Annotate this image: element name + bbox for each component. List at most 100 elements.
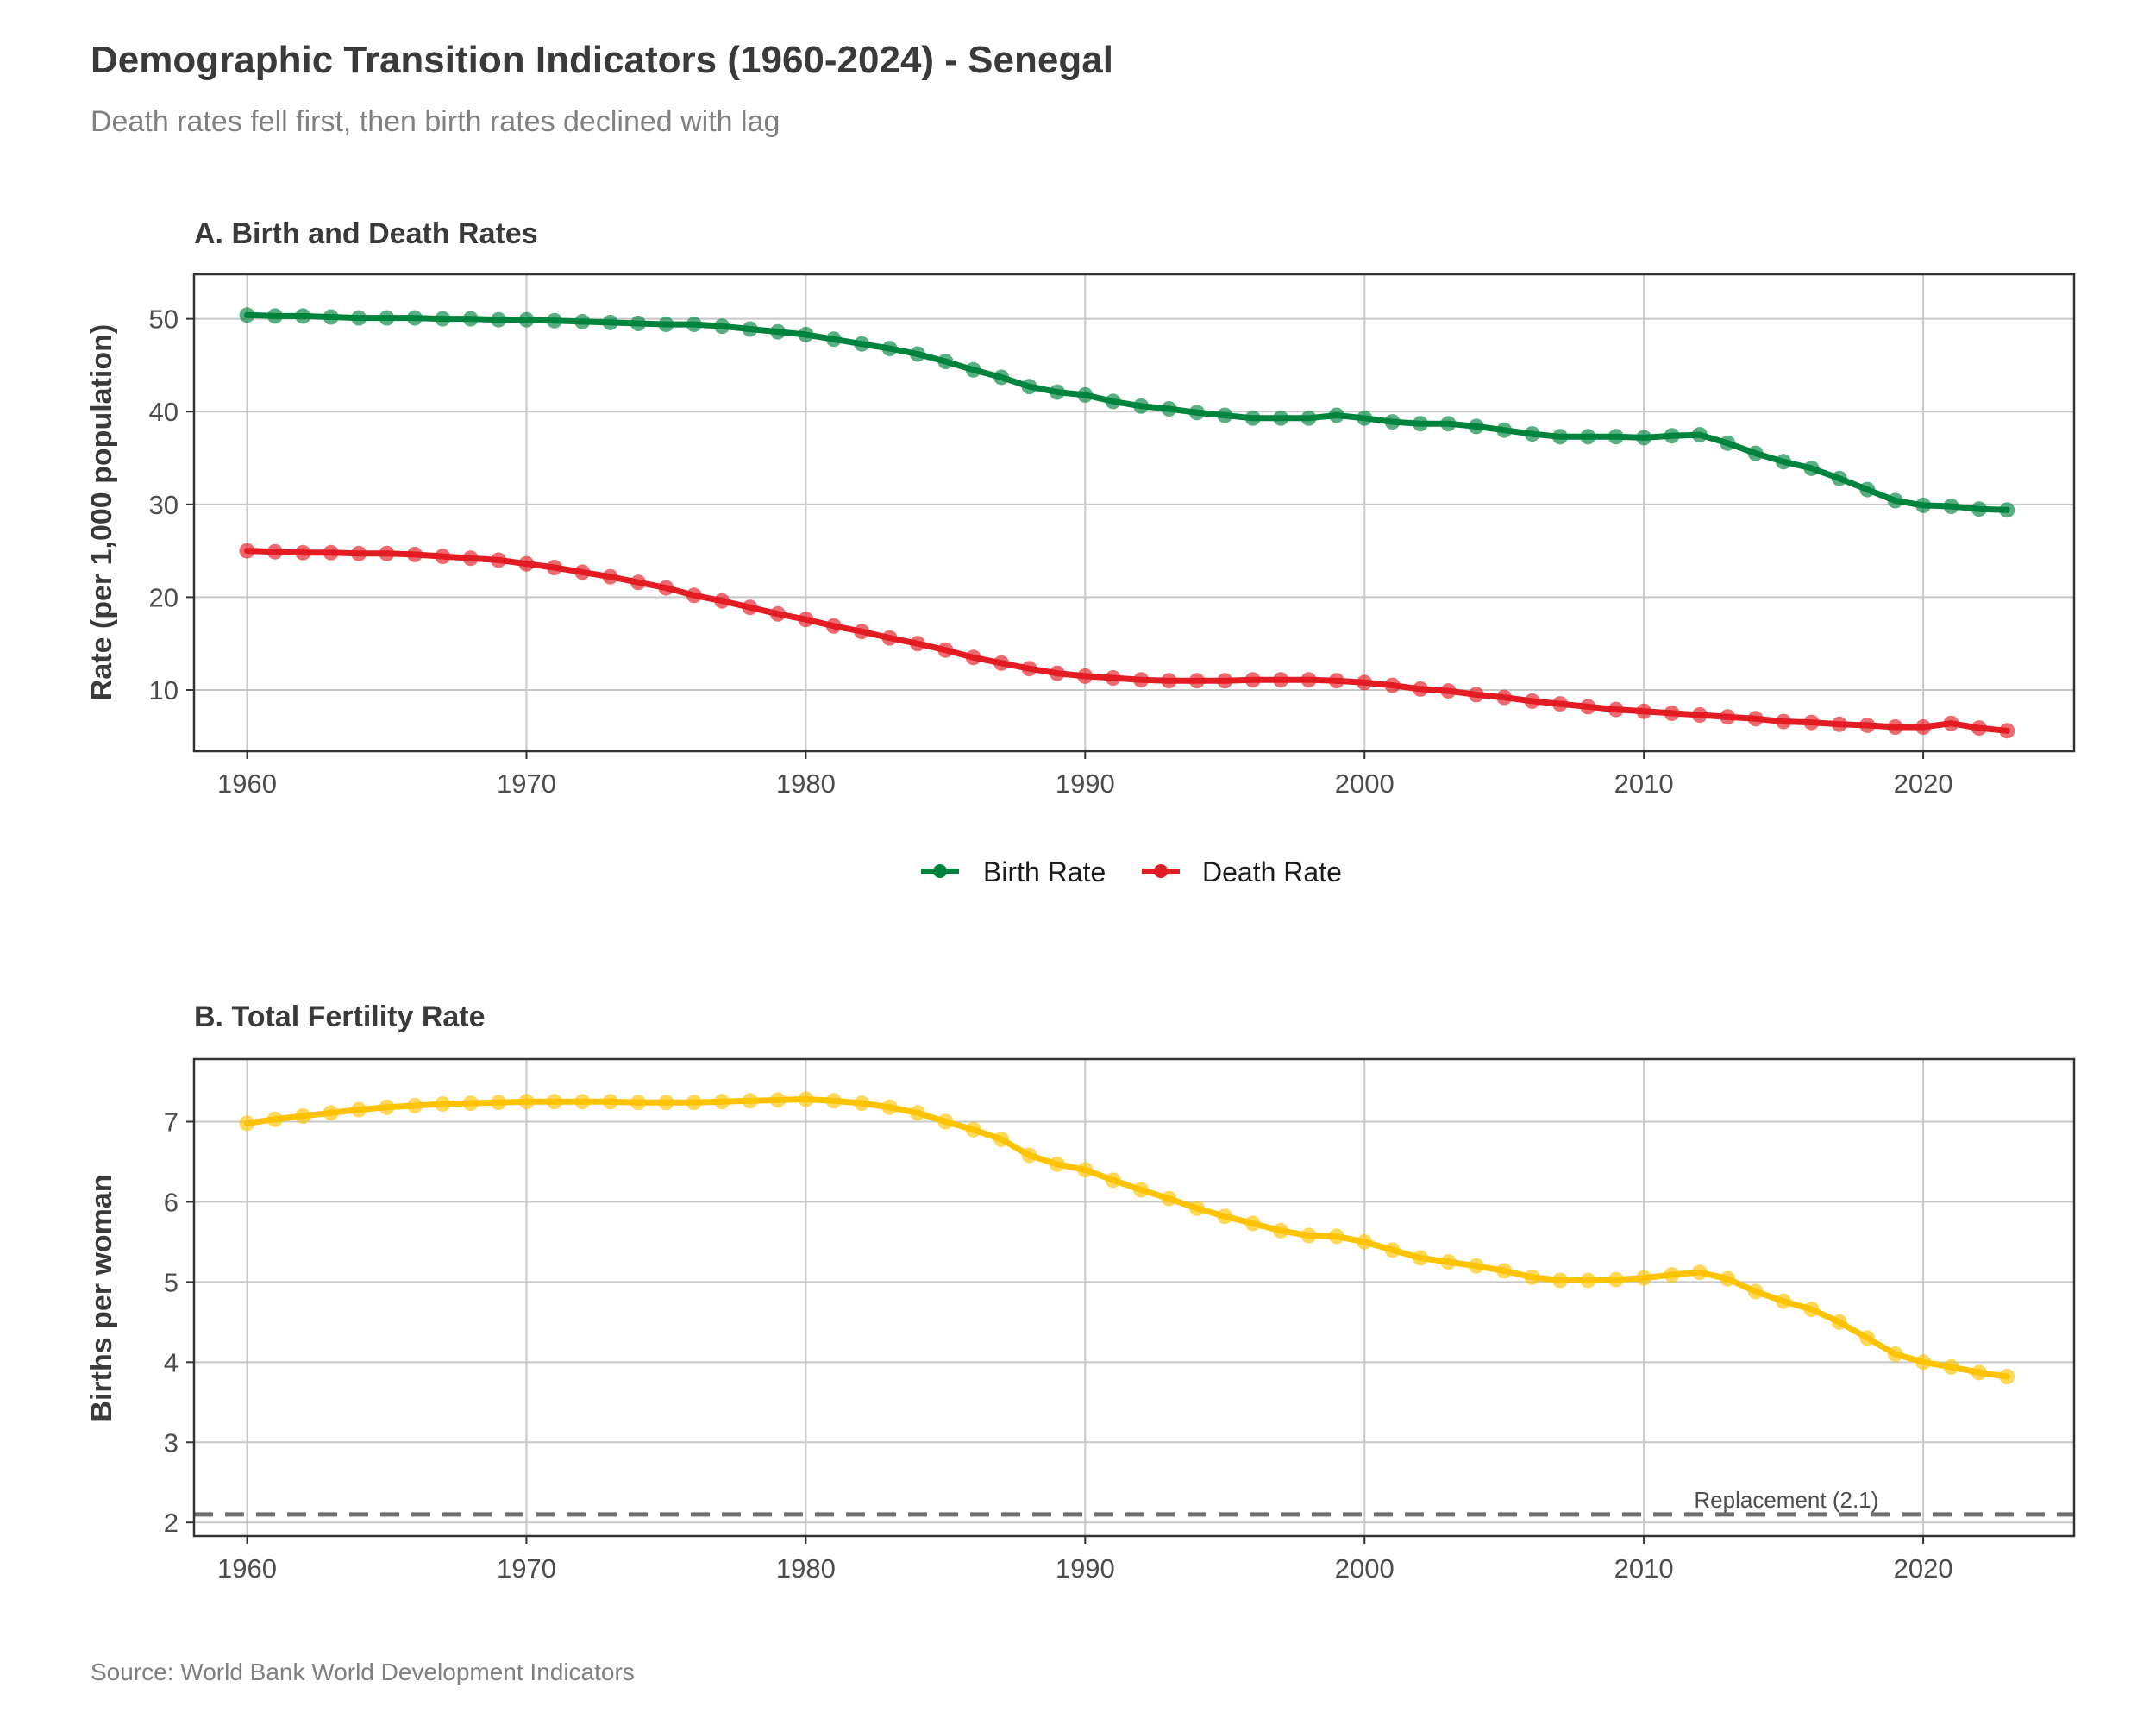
total-fertility-rate-point <box>351 1101 367 1118</box>
birth-rate-point <box>1943 499 1959 514</box>
total-fertility-rate-point <box>937 1113 954 1130</box>
death-rate-point <box>1664 705 1680 721</box>
legend-death-label: Death Rate <box>1202 856 1342 888</box>
birth-rate-point <box>602 314 618 330</box>
total-fertility-rate-point <box>770 1092 786 1108</box>
total-fertility-rate-point <box>1776 1293 1792 1309</box>
total-fertility-rate-point <box>1859 1330 1876 1346</box>
x-tick-label: 1960 <box>217 1553 277 1584</box>
birth-rate-point <box>854 336 870 352</box>
birth-rate-point <box>1217 407 1233 423</box>
birth-rate-point <box>1077 386 1094 403</box>
total-fertility-rate-point <box>1831 1314 1847 1330</box>
death-rate-point <box>1244 672 1261 688</box>
total-fertility-rate-point <box>462 1095 479 1112</box>
total-fertility-rate-point <box>1999 1369 2015 1384</box>
death-rate-point <box>1691 707 1708 723</box>
x-tick-label: 1990 <box>1056 768 1115 799</box>
birth-rate-point <box>379 310 395 326</box>
death-rate-point <box>1747 711 1764 727</box>
total-fertility-rate-point <box>1496 1263 1513 1279</box>
total-fertility-rate-point <box>1636 1270 1652 1286</box>
death-rate-point <box>1887 719 1903 735</box>
birth-rate-point <box>1999 502 2015 518</box>
total-fertility-rate-point <box>714 1094 730 1110</box>
total-fertility-rate-point <box>1217 1208 1233 1225</box>
total-fertility-rate-point <box>602 1094 618 1110</box>
death-rate-point <box>630 574 646 591</box>
death-rate-point <box>825 618 842 634</box>
death-rate-point <box>1720 709 1736 725</box>
death-rate-point <box>379 545 395 561</box>
legend-item-death-rate: Death Rate <box>1142 856 1342 888</box>
total-fertility-rate-point <box>379 1099 395 1115</box>
death-rate-point <box>546 560 562 575</box>
death-rate-point <box>1300 672 1317 688</box>
x-tick-label: 1970 <box>497 768 556 799</box>
birth-rate-point <box>1357 410 1373 426</box>
total-fertility-rate-point <box>630 1095 646 1111</box>
death-rate-point <box>1049 665 1065 681</box>
death-rate-point <box>1608 701 1624 718</box>
total-fertility-rate-point <box>435 1096 451 1112</box>
replacement-label: Replacement (2.1) <box>1694 1487 1878 1513</box>
total-fertility-rate-point <box>910 1105 925 1121</box>
total-fertility-rate-point <box>1440 1254 1457 1270</box>
birth-rate-point <box>1803 460 1820 476</box>
birth-rate-point <box>1188 405 1205 421</box>
death-rate-point <box>658 580 674 596</box>
birth-rate-point <box>1244 410 1261 426</box>
death-rate-point <box>714 593 730 609</box>
total-fertility-rate-point <box>295 1108 311 1124</box>
birth-rate-point <box>1887 492 1903 509</box>
death-rate-point <box>965 649 981 666</box>
total-fertility-rate-point <box>1943 1358 1959 1375</box>
death-rate-point <box>1440 683 1457 699</box>
birth-rate-point <box>1915 497 1932 513</box>
birth-rate-point <box>1384 414 1401 430</box>
death-rate-point <box>1580 699 1596 715</box>
birth-rate-point <box>1776 454 1792 470</box>
total-fertility-rate-point <box>825 1093 842 1109</box>
death-rate-point <box>295 544 311 561</box>
birth-rate-point <box>266 308 283 324</box>
y-tick-label: 5 <box>164 1267 179 1297</box>
total-fertility-rate-point <box>266 1111 283 1127</box>
birth-rate-point <box>1049 384 1065 400</box>
total-fertility-rate-point <box>1328 1228 1344 1245</box>
birth-rate-point <box>1161 401 1177 417</box>
total-fertility-rate-point <box>574 1094 591 1110</box>
death-rate-point <box>854 624 870 640</box>
death-rate-point <box>239 543 255 559</box>
birth-rate-point <box>1440 416 1457 432</box>
death-rate-point <box>1328 673 1344 689</box>
birth-rate-point <box>798 326 814 342</box>
x-tick-label: 1960 <box>217 768 277 799</box>
total-fertility-rate-point <box>1720 1270 1736 1287</box>
death-rate-point <box>491 552 507 568</box>
panel-b-gridlines <box>194 1059 2074 1536</box>
total-fertility-rate-point <box>1049 1156 1065 1172</box>
total-fertility-rate-point <box>798 1091 814 1107</box>
panel-b-y-ticks: 2 3 4 5 6 7 <box>164 1107 194 1538</box>
death-rate-point <box>406 546 423 562</box>
birth-rate-point <box>406 310 423 326</box>
total-fertility-rate-point <box>1887 1346 1903 1362</box>
birth-rate-point <box>1608 429 1624 445</box>
death-rate-point <box>686 587 702 604</box>
death-rate-point <box>602 568 618 585</box>
birth-rate-point <box>1664 428 1680 444</box>
total-fertility-rate-point <box>1747 1283 1764 1300</box>
birth-rate-point <box>1105 393 1121 410</box>
death-rate-point <box>1831 716 1847 732</box>
total-fertility-rate-point <box>1664 1267 1680 1283</box>
birth-rate-point <box>1831 470 1847 486</box>
birth-rate-point <box>714 318 730 335</box>
x-tick-label: 1970 <box>497 1553 556 1584</box>
total-fertility-rate-point <box>1608 1271 1624 1288</box>
x-tick-label: 2010 <box>1614 768 1674 799</box>
total-fertility-rate-point <box>1915 1354 1932 1371</box>
panel-a-y-axis-label: Rate (per 1,000 population) <box>85 324 118 700</box>
birth-rate-point <box>1413 416 1428 432</box>
